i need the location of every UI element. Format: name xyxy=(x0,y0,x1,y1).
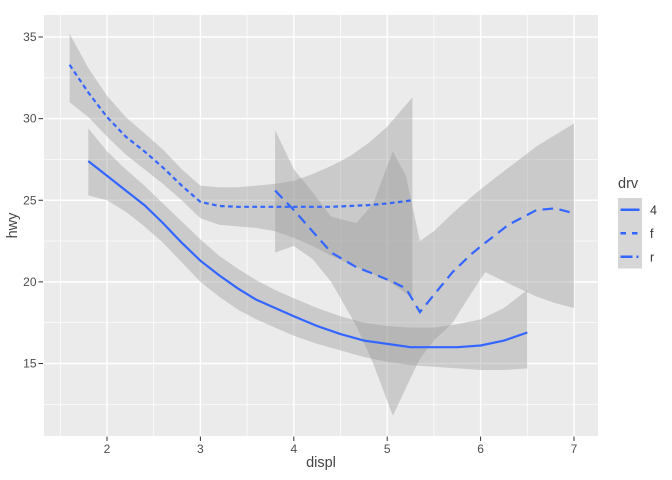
x-axis-title: displ xyxy=(306,455,336,471)
y-axis-title: hwy xyxy=(5,212,21,239)
legend-label: r xyxy=(650,250,654,264)
smooth-line-4 xyxy=(87,160,528,349)
x-tick-label: 7 xyxy=(571,442,578,456)
x-tick-label: 2 xyxy=(104,442,111,456)
smooth-line-f xyxy=(68,64,413,208)
plot-panel xyxy=(44,15,598,436)
legend-title: drv xyxy=(618,176,639,192)
legend-label: 4 xyxy=(650,203,657,217)
x-tick-label: 6 xyxy=(477,442,484,456)
legend-label: f xyxy=(650,227,654,241)
ci-ribbon-f xyxy=(69,33,413,299)
x-tick-label: 5 xyxy=(384,442,391,456)
ci-ribbon-r xyxy=(275,123,574,416)
y-tick-label: 35 xyxy=(23,30,37,44)
legend-item-r[interactable]: r xyxy=(618,245,654,269)
legend-item-f[interactable]: f xyxy=(618,221,654,246)
y-tick-label: 30 xyxy=(23,112,37,126)
smooth-line-r xyxy=(274,189,575,315)
y-tick-label: 20 xyxy=(23,275,37,289)
y-tick-label: 25 xyxy=(23,193,37,207)
x-tick-label: 4 xyxy=(290,442,297,456)
legend-item-4[interactable]: 4 xyxy=(618,198,657,222)
x-tick-label: 3 xyxy=(197,442,204,456)
y-tick-label: 15 xyxy=(23,357,37,371)
legend-key xyxy=(618,221,642,245)
